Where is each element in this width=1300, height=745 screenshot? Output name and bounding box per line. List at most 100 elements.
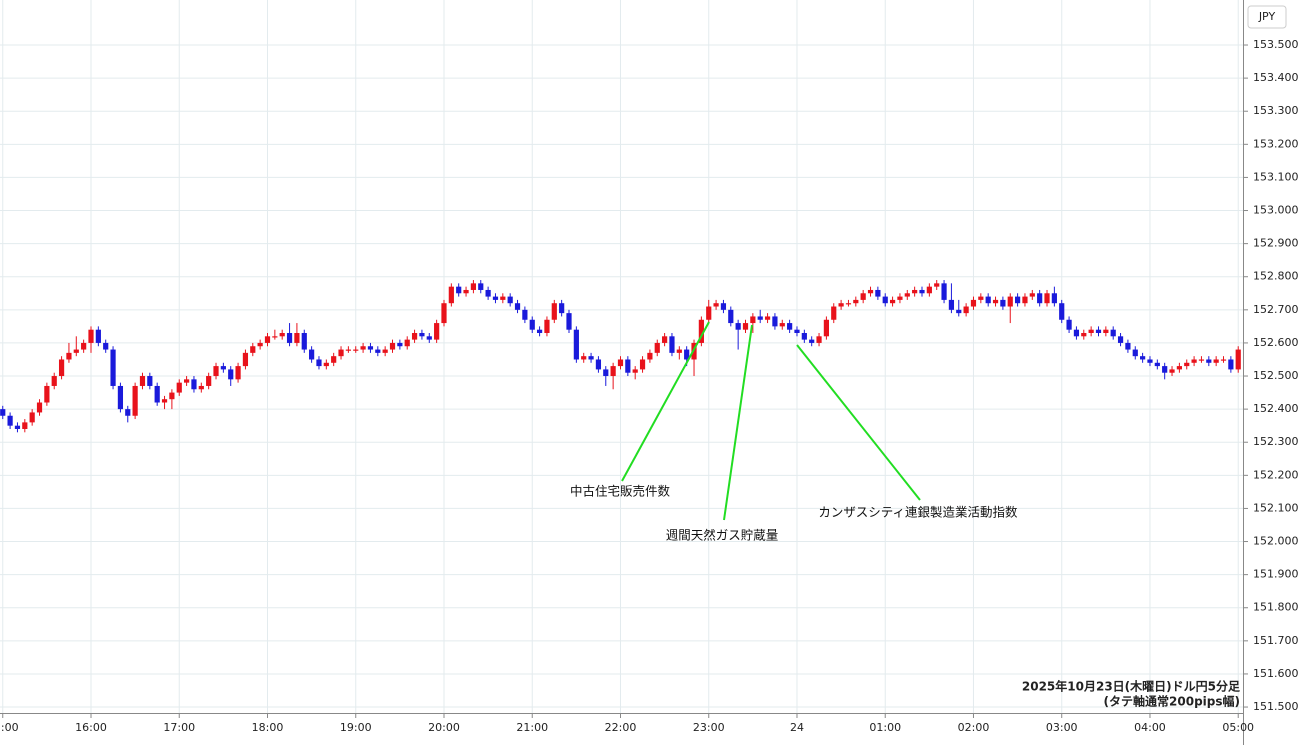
candle-body	[184, 379, 190, 383]
candle-body	[7, 415, 13, 426]
candle-body	[1029, 293, 1035, 297]
candle-body	[286, 332, 293, 343]
y-tick-label: 152.900	[1253, 237, 1299, 250]
y-tick-label: 153.000	[1253, 204, 1299, 217]
x-tick-label: 21:00	[516, 721, 548, 734]
candle-body	[1015, 296, 1021, 304]
annotation-line	[621, 321, 710, 482]
candle-body	[985, 296, 991, 304]
candle-body	[662, 336, 668, 343]
y-tick-label: 153.200	[1253, 137, 1299, 150]
candle-body	[360, 346, 366, 350]
candle-body	[1088, 329, 1094, 333]
y-tick-label: 151.500	[1253, 700, 1299, 713]
candle-body	[1162, 366, 1168, 373]
currency-box	[1247, 5, 1287, 29]
candle-body	[919, 289, 925, 294]
candle-body	[58, 359, 65, 377]
candle-body	[492, 296, 499, 300]
candle-body	[14, 425, 21, 429]
candle-body	[478, 283, 484, 290]
candle-body	[463, 289, 469, 294]
footer-line: (タテ軸通常200pips幅)	[1104, 694, 1240, 709]
x-tick-label: 20:00	[428, 721, 460, 734]
candle-body	[88, 329, 94, 343]
candle-body	[198, 385, 204, 390]
candle-body	[625, 359, 631, 373]
candle-body	[485, 289, 491, 297]
annotation-line	[723, 324, 753, 521]
candle-body	[147, 376, 153, 386]
candle-body	[698, 319, 704, 343]
y-tick-label: 152.500	[1253, 369, 1299, 382]
candle-body	[1059, 303, 1065, 320]
candle-body	[684, 349, 690, 360]
y-tick-label: 152.800	[1253, 270, 1299, 283]
candle-body	[867, 289, 874, 294]
candle-body	[1242, 342, 1243, 350]
candle-body	[1007, 296, 1013, 307]
candle-body	[1103, 329, 1109, 333]
y-tick-label: 151.700	[1253, 634, 1299, 647]
candle-body	[897, 296, 903, 300]
candle-body	[757, 316, 763, 320]
candle-body	[669, 336, 675, 353]
candle-body	[1147, 359, 1153, 363]
candle-body	[912, 289, 918, 294]
y-tick-label: 153.100	[1253, 170, 1299, 183]
x-tick-label: 04:00	[1134, 721, 1166, 734]
x-tick-label: 16:00	[75, 721, 107, 734]
candle-body	[36, 402, 43, 413]
candle-body	[875, 289, 881, 297]
candle-body	[632, 369, 638, 373]
y-tick-label: 152.700	[1253, 303, 1299, 316]
candle-body	[353, 349, 359, 351]
candle-body	[29, 412, 35, 423]
candle-body	[169, 392, 175, 400]
candle-body	[345, 349, 351, 351]
candle-body	[404, 339, 410, 347]
candle-body	[161, 399, 168, 403]
candle-body	[647, 352, 653, 360]
x-tick-label: 02:00	[958, 721, 990, 734]
x-tick-label: 05:00	[1222, 721, 1254, 734]
x-tick-label: 22:00	[605, 721, 637, 734]
candle-body	[720, 303, 727, 310]
currency-label: JPY	[1258, 10, 1276, 23]
candle-body	[154, 385, 160, 403]
candle-body	[1117, 336, 1124, 343]
candle-body	[970, 299, 977, 307]
candle-body	[1022, 296, 1028, 304]
candle-body	[456, 286, 462, 294]
candle-body	[889, 299, 896, 304]
candle-body	[66, 352, 72, 360]
candle-body	[764, 316, 771, 320]
candle-body	[1213, 359, 1219, 363]
candle-body	[338, 349, 344, 357]
candle-body	[1081, 332, 1087, 337]
candles	[0, 280, 1243, 433]
candle-body	[1132, 349, 1138, 357]
candle-body	[95, 329, 101, 343]
candle-body	[742, 323, 749, 330]
candle-body	[44, 385, 50, 403]
x-tick-label: 23:00	[693, 721, 725, 734]
candle-body	[1191, 359, 1197, 363]
candle-body	[595, 359, 602, 370]
candle-body	[264, 336, 271, 343]
candle-body	[1184, 362, 1190, 367]
footer-line: 2025年10月23日(木曜日)ドル円5分足	[1022, 679, 1240, 694]
annotation: カンザスシティ連銀製造業活動指数	[818, 505, 1018, 520]
candle-body	[507, 296, 513, 304]
candle-body	[639, 359, 646, 370]
candle-body	[294, 332, 300, 343]
candle-body	[787, 323, 793, 330]
candle-body	[1066, 319, 1072, 330]
y-tick-label: 152.600	[1253, 336, 1299, 349]
candle-body	[750, 316, 756, 324]
candle-body	[860, 293, 866, 300]
candle-body	[801, 332, 807, 340]
candle-body	[809, 339, 815, 343]
